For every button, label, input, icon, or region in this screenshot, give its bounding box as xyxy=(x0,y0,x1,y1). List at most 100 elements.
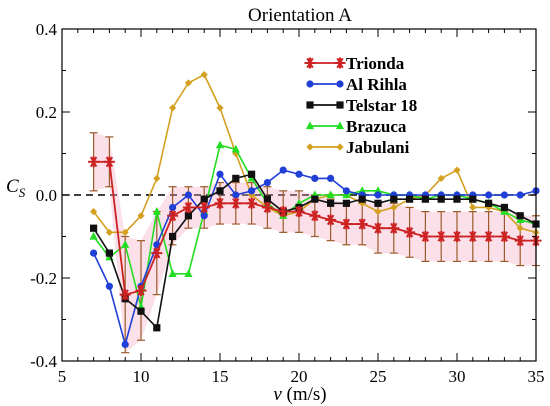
al-rihla-point xyxy=(105,282,113,290)
telstar-18-series xyxy=(90,170,540,332)
telstar-18-point xyxy=(390,195,398,203)
x-tick-label: 5 xyxy=(58,367,67,386)
telstar-18-point xyxy=(90,224,98,232)
trionda-point xyxy=(372,222,384,234)
legend-entry-jabulani: Jabulani xyxy=(306,138,410,157)
jabulani-point xyxy=(453,166,461,174)
telstar-18-point xyxy=(406,195,414,203)
trionda-point xyxy=(88,156,100,168)
trionda-point xyxy=(483,231,495,242)
al-rihla-point xyxy=(248,187,256,195)
jabulani-point xyxy=(169,104,177,112)
legend-marker xyxy=(335,121,345,130)
telstar-18-point xyxy=(105,249,113,257)
trionda-series xyxy=(88,156,542,301)
x-tick-label: 15 xyxy=(212,367,229,386)
trionda-point xyxy=(277,206,289,218)
y-axis-symbol: C xyxy=(6,176,19,197)
telstar-18-point xyxy=(169,232,177,241)
jabulani-point xyxy=(184,79,192,87)
legend-marker xyxy=(304,57,316,69)
y-tick-label: 0.0 xyxy=(36,186,57,205)
trionda-point xyxy=(151,247,163,259)
telstar-18-point xyxy=(500,203,508,212)
trionda-point xyxy=(419,231,431,242)
jabulani-point xyxy=(485,203,493,212)
al-rihla-point xyxy=(232,191,240,199)
telstar-18-point xyxy=(327,199,335,207)
legend-marker xyxy=(306,143,314,151)
y-tick-label: -0.2 xyxy=(30,269,57,288)
legend-marker xyxy=(305,121,315,130)
al-rihla-point xyxy=(184,191,192,199)
trionda-point xyxy=(498,231,510,242)
al-rihla-point xyxy=(374,191,382,199)
jabulani-point xyxy=(216,104,224,112)
al-rihla-point xyxy=(90,249,98,257)
jabulani-point xyxy=(437,174,445,182)
al-rihla-point xyxy=(500,191,508,199)
x-tick-label: 25 xyxy=(370,367,387,386)
trionda-point xyxy=(167,210,179,222)
telstar-18-point xyxy=(153,324,161,332)
jabulani-point xyxy=(105,228,113,236)
x-tick-label: 30 xyxy=(449,367,466,386)
telstar-18-point xyxy=(453,195,461,203)
legend-marker xyxy=(336,80,344,88)
trionda-point xyxy=(467,231,479,242)
series-layer xyxy=(88,71,542,348)
al-rihla-point xyxy=(279,166,287,174)
x-axis-title: v (m/s) xyxy=(273,384,326,405)
al-rihla-point xyxy=(216,170,224,178)
trionda-point xyxy=(309,210,321,222)
telstar-18-point xyxy=(342,199,350,207)
legend-label: Brazuca xyxy=(346,117,407,136)
al-rihla-point xyxy=(327,174,335,182)
y-tick-label: -0.4 xyxy=(30,352,57,371)
brazuca-point xyxy=(326,190,335,199)
trionda-point xyxy=(119,289,131,301)
trionda-point xyxy=(182,201,194,213)
brazuca-point xyxy=(152,207,161,215)
jabulani-point xyxy=(200,71,208,79)
jabulani-point xyxy=(153,174,161,182)
telstar-18-point xyxy=(437,195,445,203)
al-rihla-point xyxy=(121,340,129,348)
x-tick-label: 20 xyxy=(291,367,308,386)
x-tick-label: 35 xyxy=(528,367,545,386)
jabulani-point xyxy=(469,203,477,212)
al-rihla-point xyxy=(516,191,524,199)
telstar-18-point xyxy=(374,199,382,207)
telstar-18-point xyxy=(485,199,493,207)
brazuca-point xyxy=(184,269,193,277)
legend-entry-al-rihla: Al Rihla xyxy=(306,75,407,94)
legend-marker xyxy=(306,101,314,109)
legend-marker xyxy=(336,101,344,109)
legend-entry-trionda: Trionda xyxy=(304,54,405,73)
telstar-18-point xyxy=(516,212,524,220)
trionda-point xyxy=(135,284,147,296)
telstar-18-point xyxy=(137,307,145,315)
telstar-18-point xyxy=(311,195,319,203)
x-axis-unit: (m/s) xyxy=(282,384,327,405)
telstar-18-point xyxy=(469,195,477,203)
x-axis-variable: v xyxy=(273,384,282,405)
telstar-18-point xyxy=(421,195,429,203)
legend-entry-brazuca: Brazuca xyxy=(305,117,407,136)
telstar-18-point xyxy=(232,174,240,182)
legend-label: Trionda xyxy=(346,54,405,73)
legend: Trionda Al Rihla Telstar 18 Brazuca Jabulani xyxy=(304,54,417,157)
jabulani-point xyxy=(137,212,145,220)
al-rihla-point xyxy=(200,212,208,220)
trionda-point xyxy=(514,235,526,247)
telstar-18-point xyxy=(200,195,208,203)
al-rihla-point xyxy=(295,170,303,178)
chart-title: Orientation A xyxy=(248,5,352,26)
brazuca-point xyxy=(215,140,225,149)
telstar-18-point xyxy=(263,195,271,203)
jabulani-point xyxy=(374,208,382,216)
trionda-point xyxy=(246,197,258,209)
jabulani-point xyxy=(390,203,398,212)
axes: 5 10 15 20 25 30 35 -0.4 -0.2 0.0 0.2 0.4 xyxy=(30,20,544,386)
